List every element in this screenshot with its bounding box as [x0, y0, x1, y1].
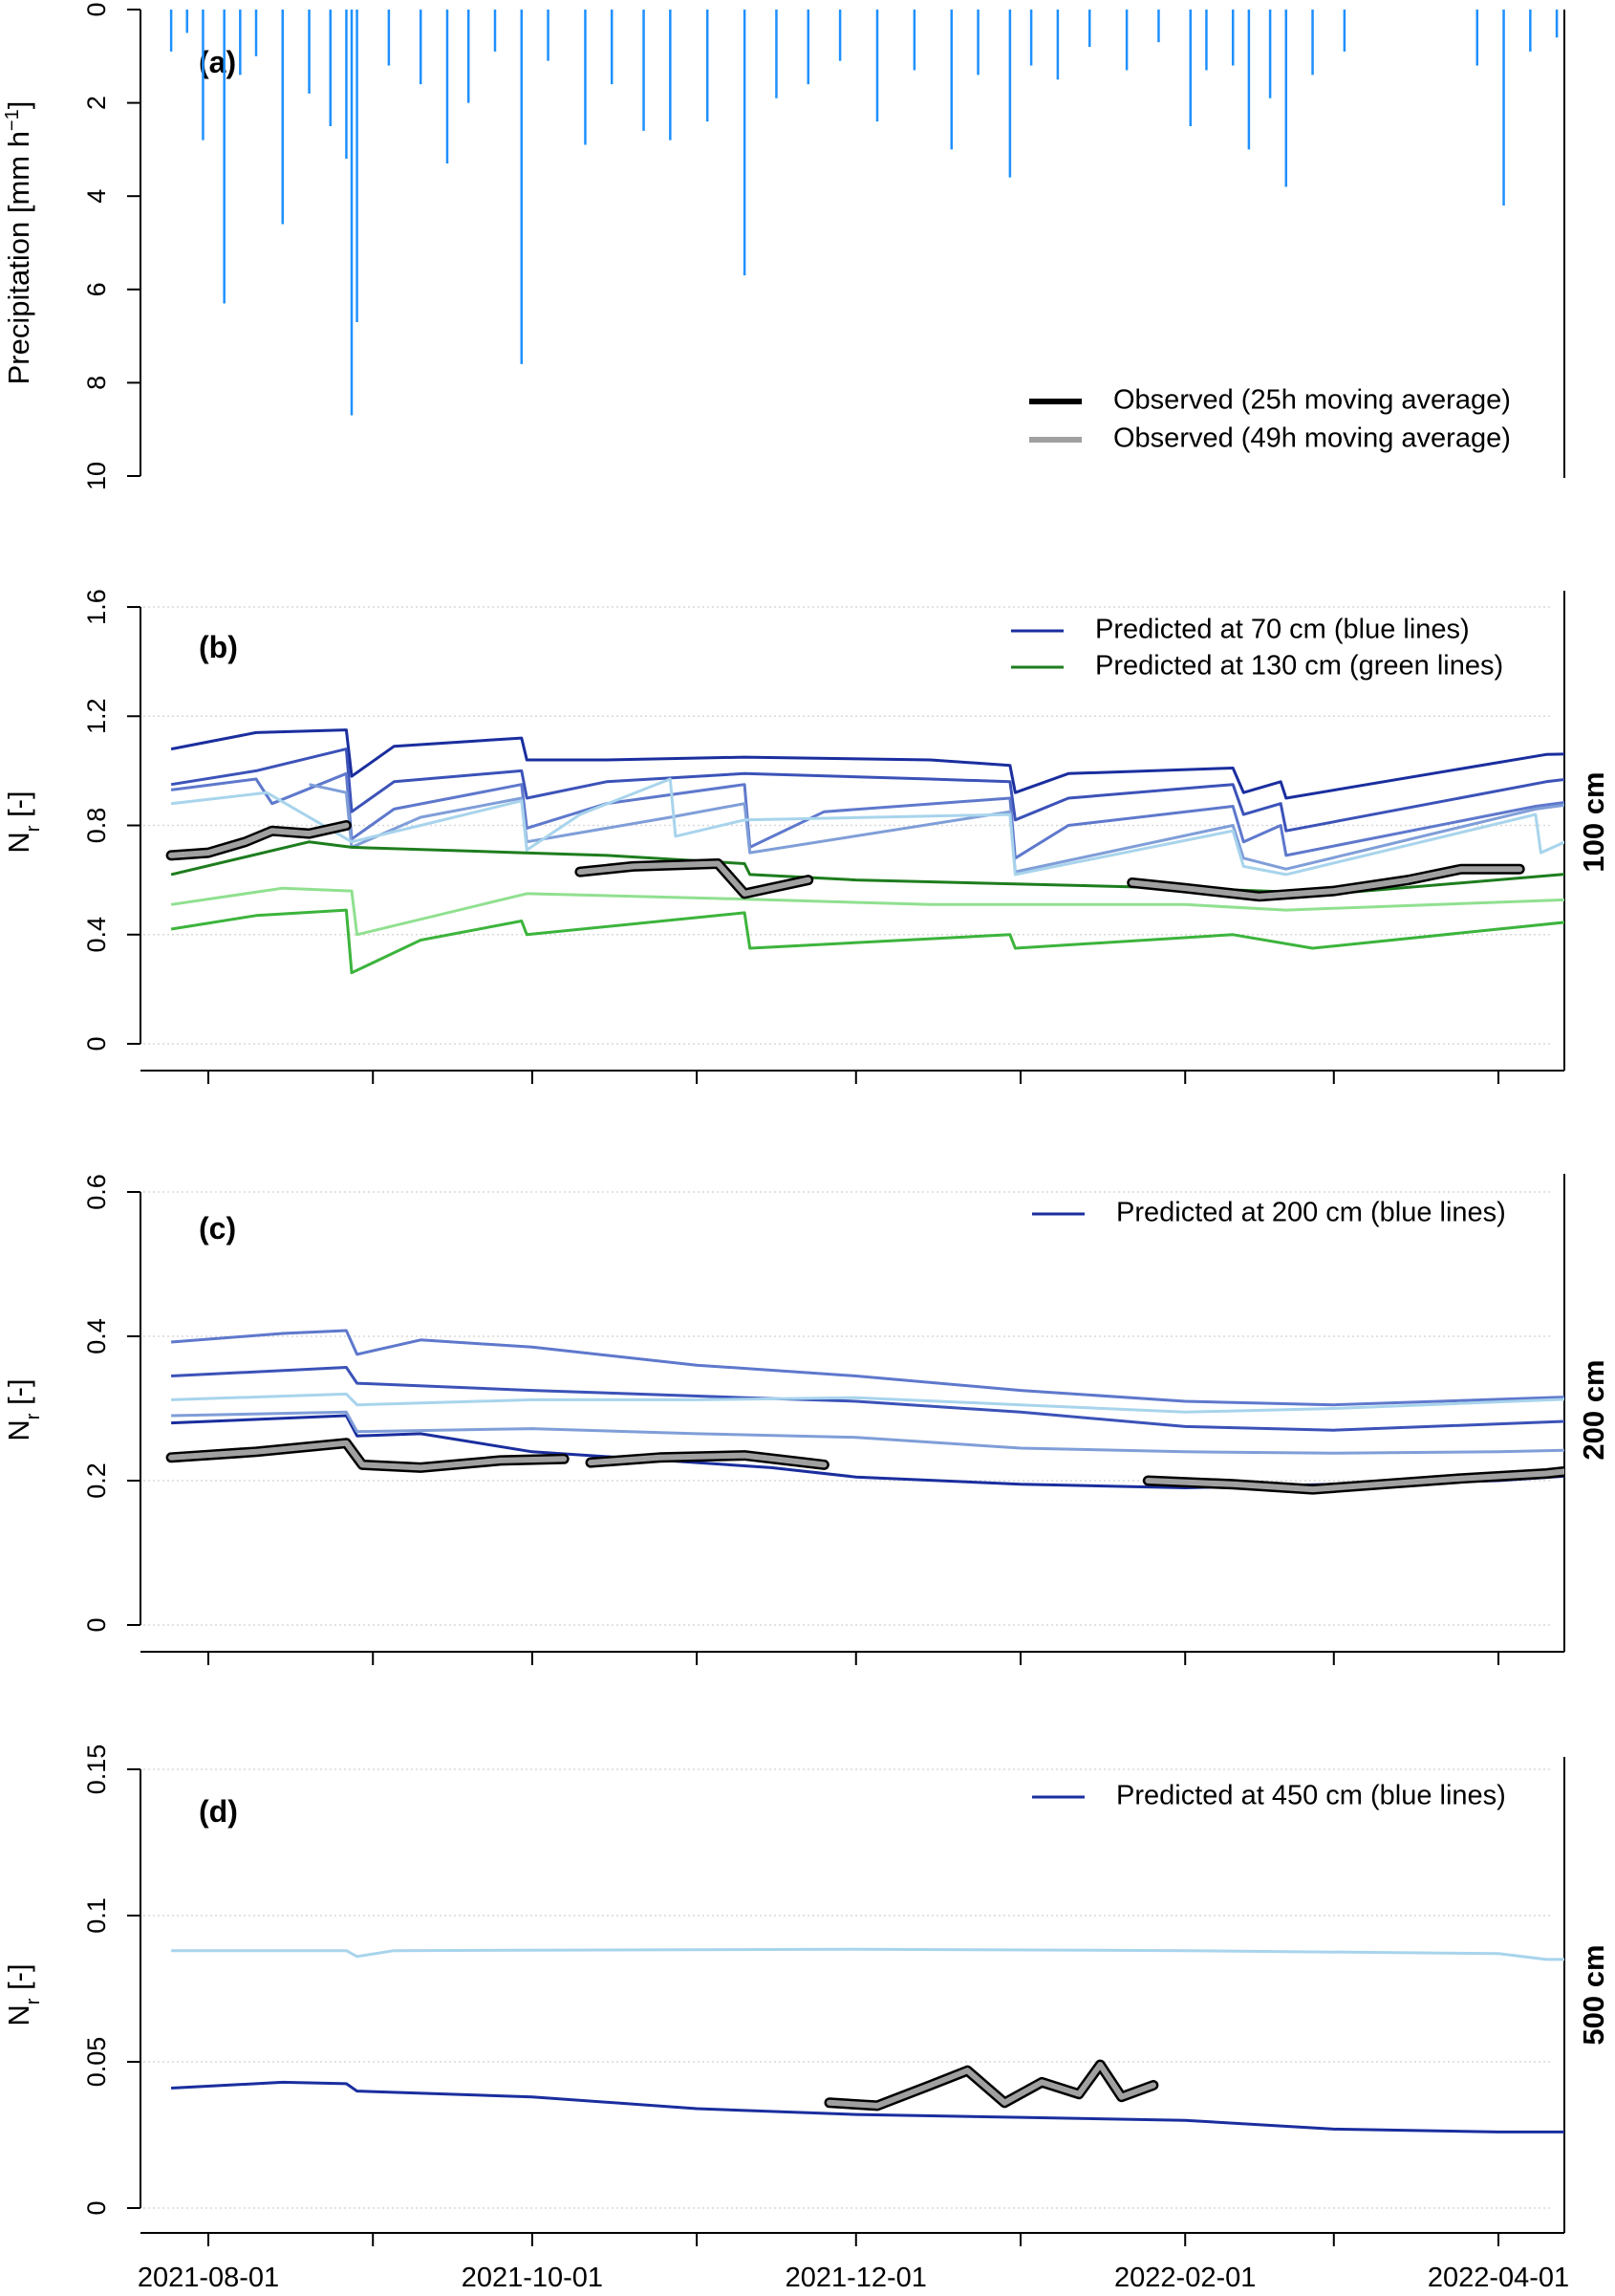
observed-49h-line	[168, 822, 350, 858]
predicted-series-line	[170, 908, 1564, 975]
panel-b: 0 0.4 0.8 1.2 1.6 Nr [-] 100 cm (b) Predicted at…	[2, 589, 1610, 1084]
y-tick-label: 0.4	[82, 1318, 111, 1354]
y-axis-label-end: [-]	[2, 1963, 35, 1998]
legend-label: Predicted at 130 cm (green lines)	[1095, 651, 1503, 682]
panel-a: 0 2 4 6 8 10 Precipitation [mm h−1] (a) Observed…	[2, 2, 1565, 490]
y-tick-label: 10	[82, 462, 111, 490]
panel-c: 0 0.2 0.4 0.6 Nr [-] 200 cm (c) Predicted at 20…	[2, 1174, 1610, 1665]
y-axis-label-end: ]	[2, 101, 35, 110]
legend-label: Observed (25h moving average)	[1113, 385, 1511, 416]
legend-label: Predicted at 200 cm (blue lines)	[1116, 1198, 1506, 1228]
y-axis-label-main: Precipitation [mm h	[2, 131, 35, 384]
y-tick-label: 0.8	[82, 808, 111, 844]
y-tick-label: 0.6	[82, 1174, 111, 1210]
predicted-series-line	[170, 1329, 1564, 1407]
y-tick-label: 6	[82, 282, 111, 296]
depth-side-label: 200 cm	[1577, 1359, 1610, 1460]
observed-49h-line	[1129, 866, 1523, 899]
y-tick-label: 1.2	[82, 699, 111, 735]
observed-49h-line	[576, 860, 811, 897]
y-tick-label: 0.1	[82, 1897, 111, 1934]
predicted-series-line	[171, 1410, 1564, 1455]
y-axis-label-superscript: −1	[2, 109, 23, 131]
observed-49h-line	[168, 1440, 568, 1471]
y-tick-label: 0	[82, 1036, 111, 1051]
y-axis-label-subscript: r	[23, 1998, 44, 2004]
depth-side-label: 500 cm	[1577, 1944, 1610, 2045]
panel-label: (b)	[199, 630, 238, 664]
panel-d: 0 0.05 0.1 0.15 Nr [-] 500 cm (d) Predicted at …	[2, 1744, 1610, 2246]
x-tick-label: 2022-02-01	[1114, 2263, 1256, 2293]
predicted-series-line	[171, 2080, 1564, 2134]
x-tick-label: 2021-12-01	[786, 2263, 927, 2293]
x-tick-label: 2022-04-01	[1428, 2263, 1569, 2293]
predicted-series-line	[171, 1392, 1564, 1414]
legend-label: Observed (49h moving average)	[1113, 423, 1511, 454]
predicted-series-line	[170, 777, 1564, 877]
y-tick-label: 0.15	[82, 1744, 111, 1795]
y-axis-label-end: [-]	[2, 1378, 35, 1413]
plot-area	[169, 10, 1559, 416]
observed-49h-line	[588, 1452, 828, 1468]
predicted-series-line	[171, 1947, 1564, 1961]
plot-area	[165, 728, 1564, 975]
y-tick-label: 0	[82, 1617, 111, 1632]
panel-label: (c)	[199, 1211, 236, 1245]
y-axis-label-subscript: r	[23, 825, 44, 832]
depth-side-label: 100 cm	[1577, 771, 1610, 872]
legend-label: Predicted at 450 cm (blue lines)	[1116, 1781, 1506, 1811]
y-tick-label: 0.2	[82, 1462, 111, 1499]
panel-label: (a)	[199, 45, 236, 79]
predicted-series-line	[170, 728, 1564, 800]
y-axis-label-main: N	[2, 2004, 35, 2025]
x-tick-label: 2021-10-01	[462, 2263, 603, 2293]
observed-49h-line	[1145, 1468, 1564, 1493]
x-tick-label: 2021-08-01	[138, 2263, 279, 2293]
y-axis-label-end: [-]	[2, 791, 35, 825]
y-axis-label: Precipitation [mm h−1]	[2, 101, 35, 385]
observed-49h-line	[827, 2062, 1156, 2109]
y-tick-label: 2	[82, 96, 111, 110]
y-axis-label-main: N	[2, 832, 35, 853]
predicted-series-line	[170, 747, 1564, 833]
y-tick-label: 1.6	[82, 589, 111, 625]
plot-area	[165, 1329, 1564, 1495]
plot-area	[171, 1947, 1564, 2134]
y-axis-label: Nr [-]	[2, 1963, 44, 2025]
y-axis-label-subscript: r	[23, 1413, 44, 1419]
panel-label: (d)	[199, 1794, 238, 1829]
y-tick-label: 0.05	[82, 2037, 111, 2088]
y-tick-label: 0.4	[82, 917, 111, 953]
predicted-series-line	[170, 886, 1564, 937]
y-tick-label: 0	[82, 2200, 111, 2215]
y-axis-label: Nr [-]	[2, 1378, 44, 1440]
y-axis-label-main: N	[2, 1419, 35, 1440]
y-tick-label: 8	[82, 376, 111, 390]
x-axis-labels: 2021-08-01 2021-10-01 2021-12-01 2022-02-01…	[138, 2263, 1569, 2293]
legend-label: Predicted at 70 cm (blue lines)	[1095, 615, 1470, 645]
y-axis-label: Nr [-]	[2, 791, 44, 853]
y-tick-label: 4	[82, 189, 111, 204]
y-tick-label: 0	[82, 2, 111, 16]
